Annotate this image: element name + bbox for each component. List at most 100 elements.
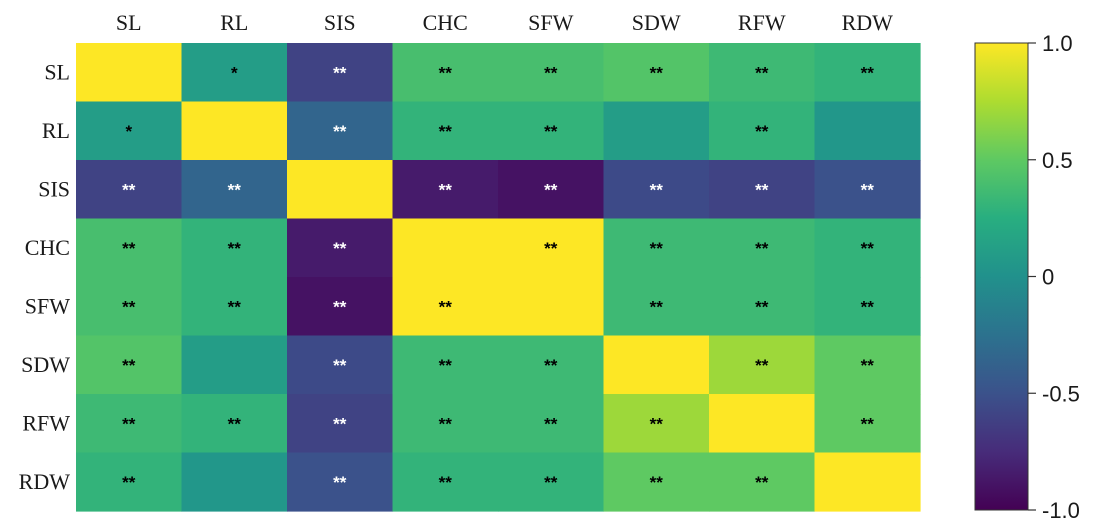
significance-mark: **	[333, 239, 347, 258]
significance-mark: **	[439, 473, 453, 492]
significance-mark: **	[122, 414, 136, 433]
heatmap-cell-sdw-rl	[181, 335, 288, 395]
heatmap-cell-chc-rdw	[814, 218, 921, 278]
column-label-sis: SIS	[324, 10, 356, 35]
heatmap-cell-sfw-sfw	[498, 277, 605, 337]
significance-mark: **	[650, 63, 664, 82]
heatmap-cell-sfw-rdw	[814, 277, 921, 337]
significance-mark: **	[228, 414, 242, 433]
significance-mark: **	[544, 180, 558, 199]
heatmap-cell-sl-sis	[287, 43, 394, 103]
significance-mark: *	[231, 63, 238, 82]
heatmap-cell-rfw-rfw	[709, 394, 816, 454]
heatmap-cell-rfw-rl	[181, 394, 288, 454]
heatmap-cell-rfw-sl	[76, 394, 183, 454]
heatmap-cell-sl-chc	[392, 43, 499, 103]
significance-mark: **	[544, 239, 558, 258]
significance-mark: **	[755, 297, 769, 316]
significance-mark: **	[650, 473, 664, 492]
row-label-rdw: RDW	[19, 469, 71, 494]
heatmap-cell-sl-rdw	[814, 43, 921, 103]
row-label-sis: SIS	[38, 176, 70, 201]
significance-mark: **	[755, 63, 769, 82]
column-label-sl: SL	[116, 10, 142, 35]
significance-mark: *	[125, 122, 132, 141]
heatmap-cell-sis-rdw	[814, 160, 921, 220]
significance-mark: **	[650, 239, 664, 258]
heatmap-cell-sfw-rfw	[709, 277, 816, 337]
heatmap-cell-rdw-sdw	[603, 452, 710, 512]
row-label-chc: CHC	[25, 235, 70, 260]
heatmap-cell-rl-rfw	[709, 101, 816, 161]
row-label-sl: SL	[44, 59, 70, 84]
significance-mark: **	[861, 239, 875, 258]
heatmap-cell-rfw-chc	[392, 394, 499, 454]
column-label-chc: CHC	[423, 10, 468, 35]
heatmap-cell-sdw-rfw	[709, 335, 816, 395]
significance-mark: **	[544, 122, 558, 141]
heatmap-cell-sdw-sis	[287, 335, 394, 395]
column-label-sdw: SDW	[632, 10, 681, 35]
significance-mark: **	[544, 63, 558, 82]
heatmap-cell-rdw-rl	[181, 452, 288, 512]
significance-mark: **	[755, 473, 769, 492]
heatmap-cell-sfw-sdw	[603, 277, 710, 337]
heatmap-cell-rl-sis	[287, 101, 394, 161]
heatmap-cell-rdw-chc	[392, 452, 499, 512]
heatmap-cell-rl-sfw	[498, 101, 605, 161]
significance-mark: **	[755, 180, 769, 199]
heatmap-cell-sl-rl	[181, 43, 288, 103]
colorbar-ticks: 1.0 0.5 0 -0.5 -1.0	[1028, 31, 1080, 523]
heatmap-cell-chc-sfw	[498, 218, 605, 278]
heatmap-cell-rfw-rdw	[814, 394, 921, 454]
row-label-rl: RL	[42, 118, 70, 143]
significance-mark: **	[755, 356, 769, 375]
heatmap-cell-chc-rfw	[709, 218, 816, 278]
significance-mark: **	[333, 297, 347, 316]
significance-mark: **	[333, 473, 347, 492]
heatmap-cell-rl-chc	[392, 101, 499, 161]
colorbar-tick-label: -0.5	[1042, 381, 1080, 406]
colorbar-tick-label: 0	[1042, 265, 1054, 290]
significance-mark: **	[228, 180, 242, 199]
significance-mark: **	[861, 356, 875, 375]
heatmap-cells: * ** ** ** ** ** *** ** ** ** **** ** ** ** ** ** **** **…	[76, 43, 921, 512]
significance-mark: **	[861, 63, 875, 82]
heatmap-cell-sl-rfw	[709, 43, 816, 103]
colorbar-tick-label: 0.5	[1042, 148, 1073, 173]
heatmap-cell-sfw-rl	[181, 277, 288, 337]
column-label-rfw: RFW	[738, 10, 786, 35]
significance-mark: **	[650, 297, 664, 316]
significance-mark: **	[333, 63, 347, 82]
heatmap-cell-rfw-sis	[287, 394, 394, 454]
significance-mark: **	[439, 414, 453, 433]
significance-mark: **	[755, 239, 769, 258]
heatmap-cell-rl-sl	[76, 101, 183, 161]
column-labels: SL RL SIS CHC SFW SDW RFW RDW	[116, 10, 893, 35]
heatmap-cell-rl-sdw	[603, 101, 710, 161]
heatmap-cell-sl-sfw	[498, 43, 605, 103]
heatmap-cell-sdw-sl	[76, 335, 183, 395]
heatmap-cell-sfw-sl	[76, 277, 183, 337]
column-label-sfw: SFW	[528, 10, 573, 35]
heatmap-cell-chc-chc	[392, 218, 499, 278]
heatmap-cell-chc-rl	[181, 218, 288, 278]
colorbar-tick-label: -1.0	[1042, 498, 1080, 523]
significance-mark: **	[122, 473, 136, 492]
heatmap-cell-sfw-sis	[287, 277, 394, 337]
colorbar-gradient	[974, 42, 1029, 511]
significance-mark: **	[544, 414, 558, 433]
heatmap-cell-chc-sl	[76, 218, 183, 278]
significance-mark: **	[122, 180, 136, 199]
heatmap-cell-rdw-sfw	[498, 452, 605, 512]
significance-mark: **	[122, 239, 136, 258]
heatmap-cell-rdw-sis	[287, 452, 394, 512]
significance-mark: **	[861, 180, 875, 199]
significance-mark: **	[333, 414, 347, 433]
significance-mark: **	[544, 473, 558, 492]
significance-mark: **	[650, 180, 664, 199]
significance-mark: **	[228, 297, 242, 316]
column-label-rl: RL	[220, 10, 248, 35]
significance-mark: **	[333, 356, 347, 375]
